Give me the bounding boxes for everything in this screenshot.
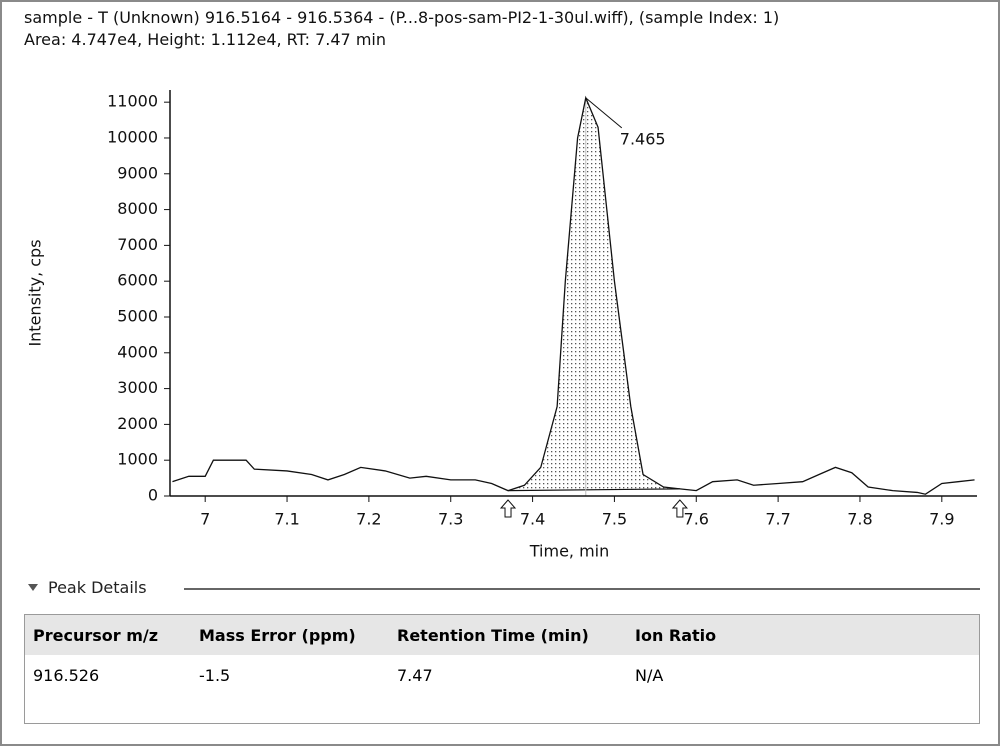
peak-details-title: Peak Details (48, 578, 147, 597)
y-tick-label: 8000 (117, 199, 158, 218)
table-cell: N/A (635, 665, 664, 685)
y-tick-label: 3000 (117, 378, 158, 397)
column-header: Mass Error (ppm) (199, 625, 356, 645)
y-axis-title: Intensity, cps (26, 239, 45, 346)
y-tick-label: 4000 (117, 342, 158, 361)
header-line: Area: 4.747e4, Height: 1.112e4, RT: 7.47… (24, 30, 386, 49)
y-tick-label: 0 (148, 486, 158, 505)
y-tick-label: 7000 (117, 235, 158, 254)
table-cell: 916.526 (33, 665, 100, 685)
column-header: Ion Ratio (635, 625, 717, 645)
table-cell: -1.5 (199, 665, 231, 685)
annotation-leader (585, 97, 623, 129)
y-tick-label: 6000 (117, 271, 158, 290)
table-cell: 7.47 (397, 665, 433, 685)
peak-details-bar[interactable]: Peak Details (24, 574, 980, 604)
peak-details-deco (28, 584, 980, 591)
x-tick-label: 7 (200, 510, 210, 529)
y-tick-label: 9000 (117, 163, 158, 182)
trace (172, 95, 975, 495)
table-row: 916.526 -1.5 7.47 N/A (25, 655, 979, 695)
peak-table: Precursor m/z Mass Error (ppm) Retention T… (24, 614, 980, 724)
x-tick-label: 7.5 (602, 510, 627, 529)
table-header: Precursor m/z Mass Error (ppm) Retention T… (25, 615, 979, 655)
x-tick-label: 7.8 (847, 510, 872, 529)
x-tick-label: 7.1 (274, 510, 299, 529)
header-line: sample - T (Unknown) 916.5164 - 916.5364… (24, 8, 780, 27)
x-tick-label: 7.4 (520, 510, 545, 529)
y-tick-label: 10000 (107, 127, 158, 146)
column-header: Precursor m/z (33, 625, 159, 645)
y-tick-label: 2000 (117, 414, 158, 433)
peak-baseline (508, 488, 680, 492)
chart: 7.465 0 1000 2000 3000 4000 5000 6000 7000 8000 90… (26, 90, 977, 561)
peak-marker (499, 499, 517, 518)
x-tick-label: 7.7 (765, 510, 790, 529)
x-axis-title: Time, min (529, 542, 610, 561)
peak-marker (671, 499, 689, 518)
annotation-label: 7.465 (620, 129, 666, 148)
column-header: Retention Time (min) (397, 625, 589, 645)
x-tick-label: 7.9 (929, 510, 954, 529)
y-tick-label: 5000 (117, 306, 158, 325)
x-tick-label: 7.3 (438, 510, 463, 529)
x-tick-label: 7.2 (356, 510, 381, 529)
x-tick-label: 7.6 (684, 510, 709, 529)
y-tick-label: 11000 (107, 92, 158, 111)
y-tick-label: 1000 (117, 450, 158, 469)
peak-area (508, 97, 680, 491)
